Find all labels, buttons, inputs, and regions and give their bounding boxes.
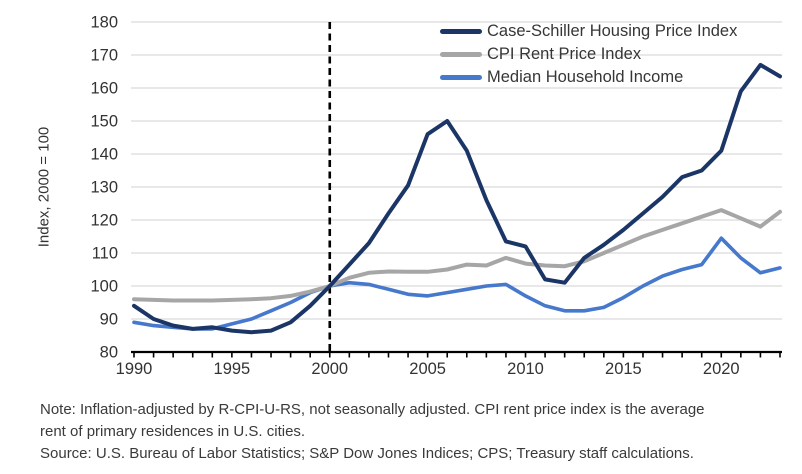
series-line-0 (132, 62, 782, 335)
x-tick-label: 2015 (605, 360, 642, 378)
legend-label-2: Median Household Income (487, 68, 684, 86)
x-tick-label: 1990 (116, 360, 153, 378)
legend-label-1: CPI Rent Price Index (487, 45, 642, 63)
legend: Case-Schiller Housing Price Index CPI Ren… (440, 20, 737, 89)
y-tick-label: 90 (100, 311, 118, 329)
x-tick-label: 1995 (214, 360, 251, 378)
y-tick-label: 100 (90, 278, 118, 296)
legend-item-2: Median Household Income (440, 66, 737, 89)
y-tick-label: 130 (90, 179, 118, 197)
legend-swatch-1 (440, 52, 482, 57)
y-tick-label: 80 (100, 344, 118, 362)
y-tick-label: 120 (90, 212, 118, 230)
x-tick-label: 2005 (409, 360, 446, 378)
chart-svg: 80 90 100 110 120 130 140 150 160 170 180 1990 1995 2… (90, 14, 782, 378)
x-tick-label: 2010 (507, 360, 544, 378)
note-line-1: Note: Inflation-adjusted by R-CPI-U-RS, … (40, 401, 705, 418)
legend-item-1: CPI Rent Price Index (440, 43, 737, 66)
series-line-2 (132, 236, 782, 331)
y-tick-label: 160 (90, 80, 118, 98)
y-tick-label: 180 (90, 14, 118, 32)
series-line-1 (132, 208, 782, 303)
chart-notes: Note: Inflation-adjusted by R-CPI-U-RS, … (40, 399, 800, 465)
legend-swatch-2 (440, 75, 482, 80)
x-tick-label: 2020 (703, 360, 740, 378)
legend-label-0: Case-Schiller Housing Price Index (487, 22, 738, 40)
legend-item-0: Case-Schiller Housing Price Index (440, 20, 737, 43)
y-tick-label: 110 (92, 245, 118, 263)
y-axis-title: Index, 2000 = 100 (35, 126, 53, 248)
y-tick-label: 170 (90, 47, 118, 65)
note-line-2: rent of primary residences in U.S. citie… (40, 423, 306, 440)
legend-swatch-0 (440, 29, 482, 34)
x-tick-label: 2000 (311, 360, 348, 378)
y-tick-label: 140 (90, 146, 118, 164)
source-line: Source: U.S. Bureau of Labor Statistics;… (40, 445, 694, 462)
y-tick-label: 150 (90, 113, 118, 131)
